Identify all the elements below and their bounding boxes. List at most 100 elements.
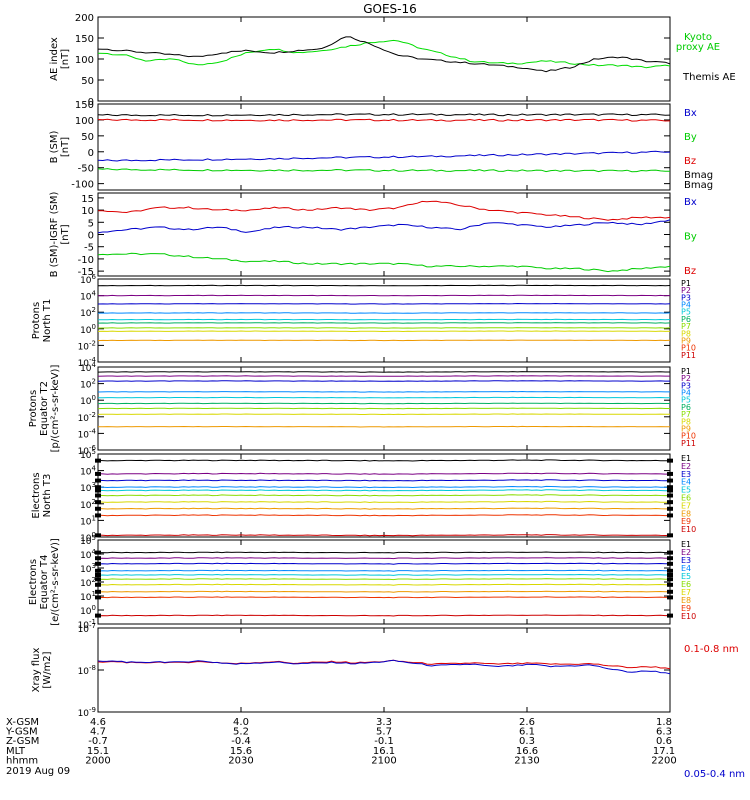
edge-marker bbox=[667, 589, 673, 594]
edge-marker bbox=[95, 513, 101, 518]
y-tick-label: 0 bbox=[88, 97, 94, 108]
series-line-p9 bbox=[98, 425, 670, 428]
y-axis-label: B (SM) bbox=[49, 130, 60, 163]
legend-bmag: Bmag bbox=[684, 180, 713, 191]
orbit-value: 4.6 bbox=[90, 717, 106, 728]
legend-p6: P6 bbox=[681, 315, 691, 324]
legend-bx: Bx bbox=[684, 197, 697, 208]
series-line-p3 bbox=[98, 302, 670, 305]
legend-by: By bbox=[684, 132, 697, 143]
y-tick-label: 10-9 bbox=[78, 706, 96, 719]
y-tick-label: 100 bbox=[80, 394, 96, 407]
y-axis-label: [nT] bbox=[60, 137, 71, 157]
y-axis-label: Equator T2 bbox=[39, 381, 50, 436]
legend-e8: E8 bbox=[681, 596, 691, 605]
y-axis-label: Equator T4 bbox=[39, 555, 50, 610]
orbit-value: 4.7 bbox=[90, 727, 106, 738]
y-axis-label: Protons bbox=[28, 390, 39, 427]
orbit-value: 3.3 bbox=[376, 717, 392, 728]
legend-e10: E10 bbox=[681, 525, 696, 534]
series-line-p2 bbox=[98, 294, 670, 297]
series-line-e5 bbox=[98, 489, 670, 492]
series-line-p5 bbox=[98, 318, 670, 321]
orbit-value: 15.6 bbox=[230, 746, 252, 757]
panel-8: 10-7 10-8 10-9 Xray flux [W/m2] 0.1-0.8 nm 0.0… bbox=[31, 622, 745, 780]
series-line-p5 bbox=[98, 396, 670, 399]
series-line-by bbox=[98, 252, 670, 273]
series-line-p3 bbox=[98, 380, 670, 382]
series-line-themis-ae bbox=[98, 36, 670, 73]
panel-frame bbox=[97, 16, 671, 102]
legend-p2: P2 bbox=[681, 286, 691, 295]
orbit-label-hhmm: hhmm bbox=[6, 755, 38, 766]
series-line-e9 bbox=[98, 596, 670, 599]
orbit-value: 17.1 bbox=[653, 746, 675, 757]
y-tick-label: 10-8 bbox=[78, 664, 96, 677]
series-line-p7 bbox=[98, 407, 670, 410]
y-axis-label: Xray flux bbox=[31, 648, 42, 693]
edge-marker bbox=[95, 506, 101, 511]
series-line-e4 bbox=[98, 485, 670, 489]
edge-marker bbox=[667, 577, 673, 582]
series-line-e8 bbox=[98, 507, 670, 510]
orbit-value: 4.0 bbox=[233, 717, 249, 728]
series-line-e1 bbox=[98, 459, 670, 462]
edge-marker bbox=[95, 568, 101, 573]
legend-e8: E8 bbox=[681, 509, 691, 518]
orbit-value: 0.3 bbox=[519, 736, 535, 747]
edge-marker bbox=[95, 573, 101, 577]
series-line-p4 bbox=[98, 312, 670, 314]
y-tick-label: 105 bbox=[80, 534, 96, 547]
legend-bx: Bx bbox=[684, 108, 697, 119]
panel-frame bbox=[97, 627, 671, 713]
legend-e6: E6 bbox=[681, 580, 691, 589]
legend-p9: P9 bbox=[681, 336, 691, 345]
edge-marker bbox=[95, 485, 101, 490]
series-line-by bbox=[98, 168, 670, 173]
legend-entry: 0.05-0.4 nm bbox=[684, 769, 745, 780]
edge-marker bbox=[667, 493, 673, 498]
y-axis-label: [W/m2] bbox=[42, 651, 53, 688]
orbit-value: 2030 bbox=[228, 755, 253, 766]
series-line-e4 bbox=[98, 569, 670, 572]
y-tick-label: -5 bbox=[84, 243, 94, 254]
edge-marker bbox=[667, 556, 673, 561]
legend-e2: E2 bbox=[681, 462, 691, 471]
y-tick-label: 10-7 bbox=[78, 622, 96, 635]
orbit-value: 5.7 bbox=[376, 727, 392, 738]
orbit-value: -0.1 bbox=[374, 736, 394, 747]
series-line-bz bbox=[98, 200, 670, 221]
edge-marker bbox=[667, 506, 673, 511]
y-tick-label: 104 bbox=[80, 290, 96, 303]
y-tick-label: 150 bbox=[75, 100, 94, 111]
y-tick-label: 102 bbox=[80, 576, 96, 589]
legend-p8: P8 bbox=[681, 329, 691, 338]
edge-marker bbox=[95, 561, 101, 566]
y-tick-label: 104 bbox=[80, 465, 96, 478]
legend-e9: E9 bbox=[681, 517, 691, 526]
legend-themis: Themis AE bbox=[682, 72, 736, 83]
y-tick-label: 10-4 bbox=[78, 356, 97, 369]
y-axis-label: North T3 bbox=[42, 474, 53, 518]
y-tick-label: 102 bbox=[80, 306, 96, 319]
edge-marker bbox=[95, 589, 101, 594]
y-tick-label: 101 bbox=[80, 590, 96, 603]
edge-marker bbox=[95, 458, 101, 463]
series-line-p6 bbox=[98, 402, 670, 405]
series-line-e3 bbox=[98, 479, 670, 482]
y-tick-label: 105 bbox=[80, 448, 96, 461]
series-line-p1 bbox=[98, 371, 670, 373]
series-line-bmag bbox=[98, 113, 670, 117]
series-line-e6 bbox=[98, 578, 670, 581]
series-line-e9 bbox=[98, 514, 670, 517]
edge-marker bbox=[667, 568, 673, 573]
edge-marker bbox=[667, 513, 673, 518]
y-axis-label: [e/(cm²-s-sr-keV)] bbox=[50, 538, 61, 626]
series-line-e7 bbox=[98, 500, 670, 504]
series-line-p4 bbox=[98, 390, 670, 393]
series-line-p2 bbox=[98, 375, 670, 377]
edge-marker bbox=[667, 533, 673, 538]
